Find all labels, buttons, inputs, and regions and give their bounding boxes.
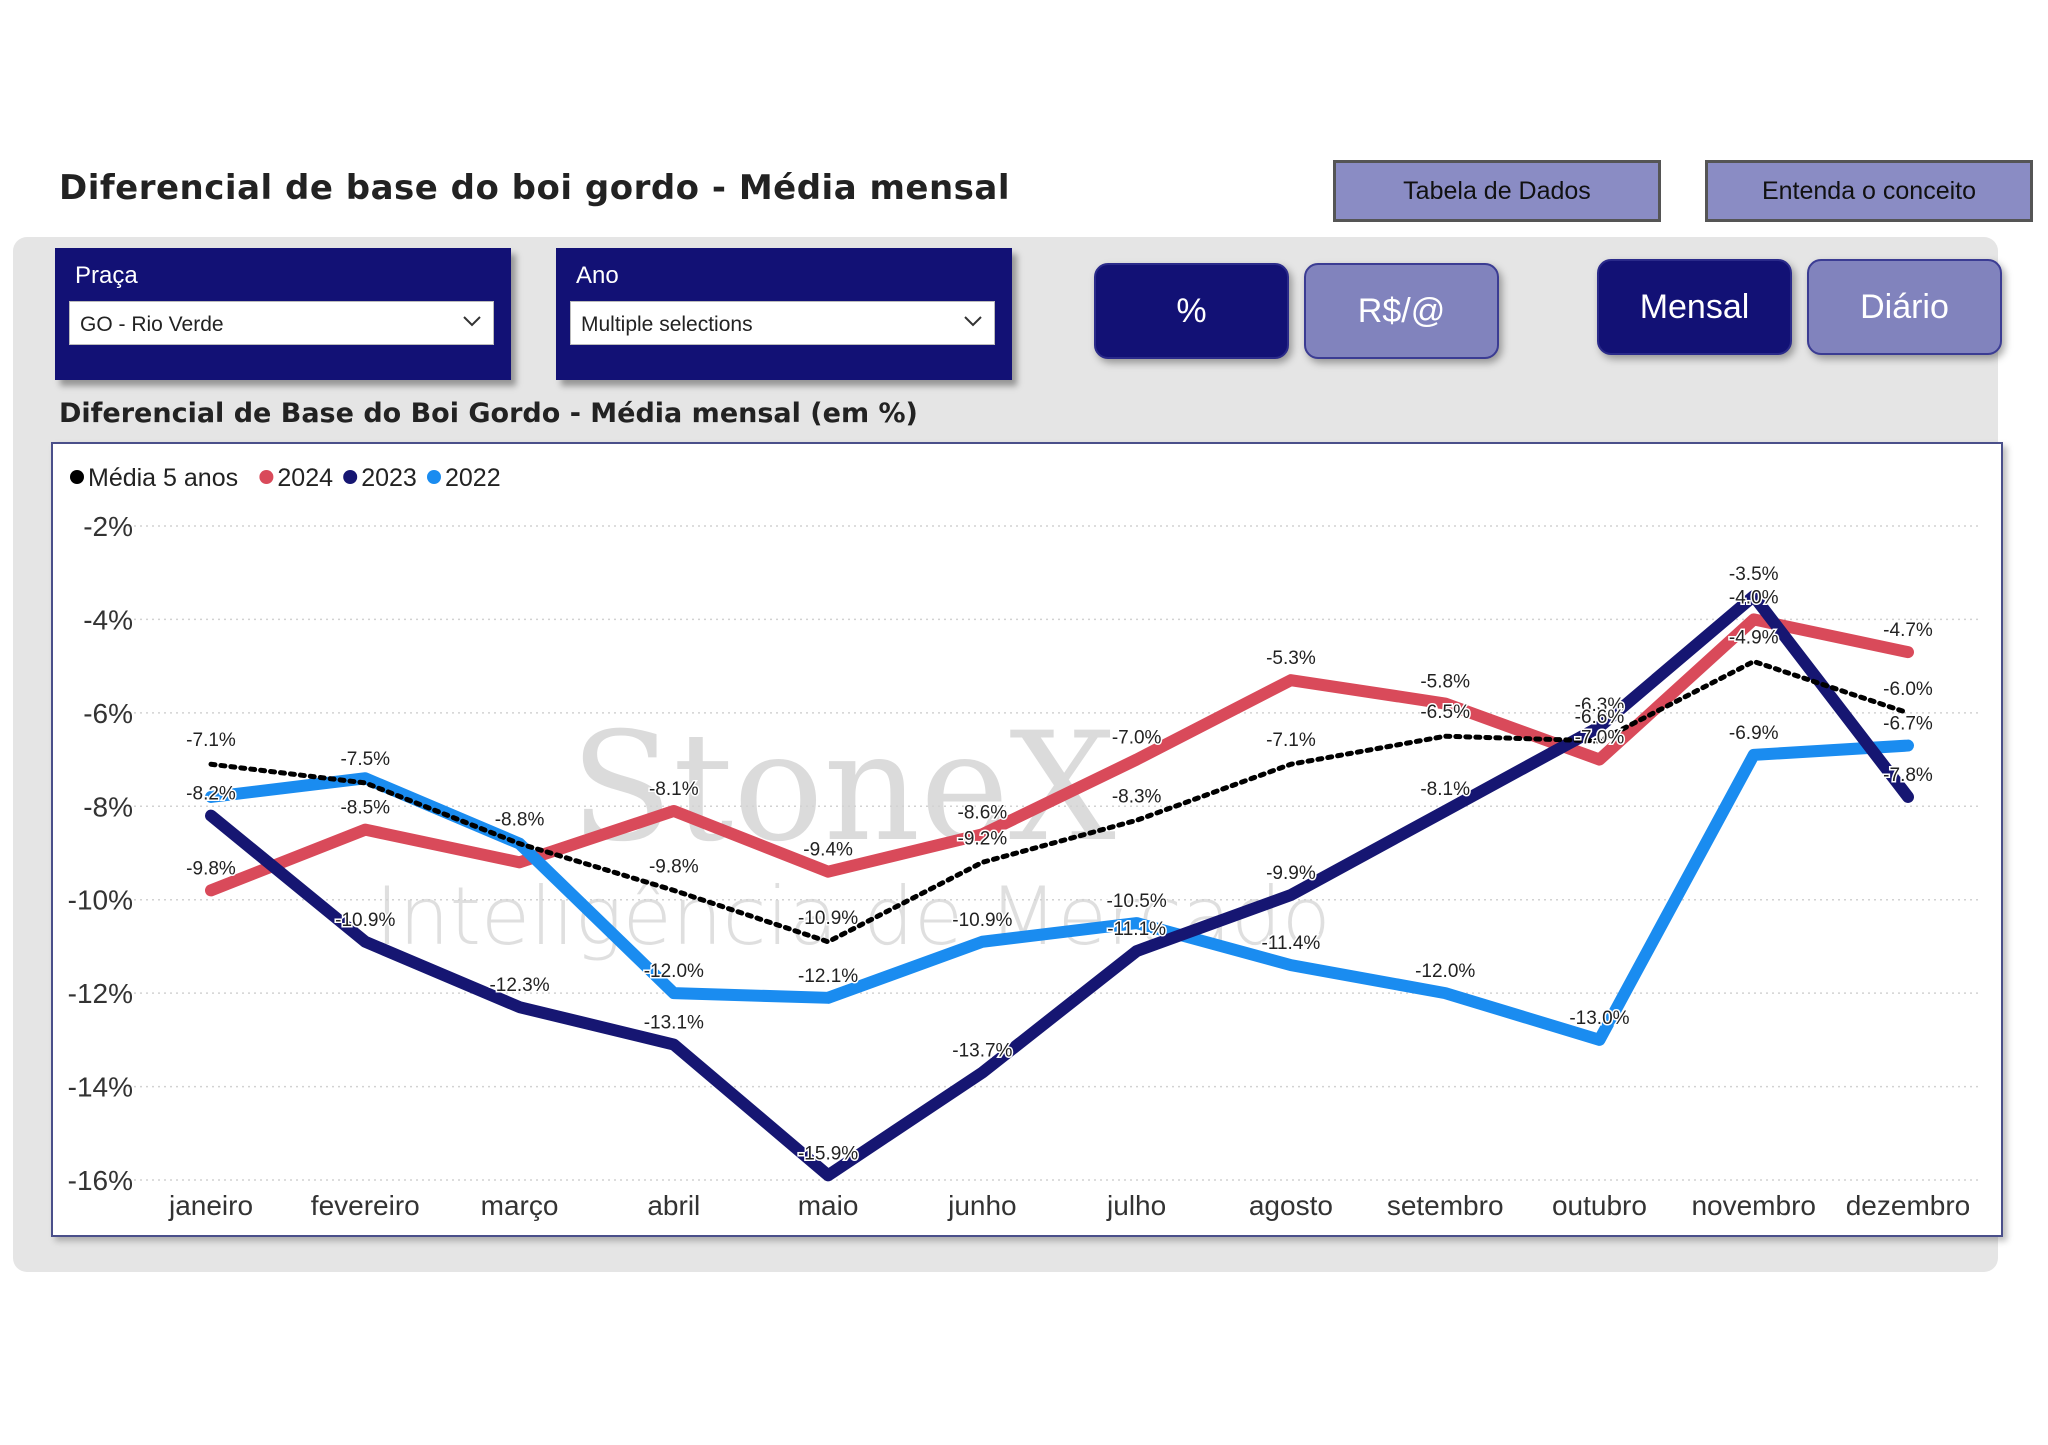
data-label-2023: -13.1%: [644, 1013, 704, 1034]
data-label-2023: -8.1%: [1420, 779, 1470, 800]
series-line-m-dia-5-anos: [208, 658, 1911, 945]
data-label-2022: -11.4%: [1262, 933, 1321, 954]
data-label-m-dia-5-anos: -8.8%: [495, 810, 545, 831]
data-label-2024: -5.8%: [1420, 672, 1470, 693]
data-label-2022: -12.1%: [798, 966, 858, 987]
data-label-2023: -11.1%: [1107, 919, 1166, 940]
data-label-m-dia-5-anos: -6.5%: [1420, 702, 1470, 723]
data-label-m-dia-5-anos: -7.1%: [186, 730, 236, 751]
chevron-down-icon: [964, 316, 982, 327]
data-label-2023: -9.9%: [1266, 863, 1316, 884]
data-label-2022: -6.9%: [1729, 723, 1779, 744]
data-label-2023: -7.8%: [1883, 765, 1933, 786]
y-tick-label: -4%: [83, 604, 133, 635]
series-line-2024: [205, 613, 1914, 897]
diario-toggle[interactable]: Diário: [1807, 259, 2002, 355]
series-line-2023: [205, 590, 1914, 1182]
x-tick-label: outubro: [1552, 1190, 1647, 1221]
watermark-brand: StoneX: [570, 701, 1116, 875]
praca-dropdown[interactable]: GO - Rio Verde: [69, 301, 494, 345]
x-tick-label: março: [481, 1190, 559, 1221]
data-label-2023: -13.7%: [952, 1041, 1012, 1062]
data-label-2023: -12.3%: [489, 975, 549, 996]
y-tick-label: -14%: [68, 1072, 133, 1103]
watermark-tagline: Inteligência de Mercado: [375, 870, 1330, 963]
data-label-2023: -6.3%: [1575, 695, 1625, 716]
ano-dropdown-value: Multiple selections: [581, 313, 753, 336]
legend-label: Média 5 anos: [88, 464, 238, 492]
data-label-2023: -8.2%: [186, 784, 236, 805]
x-tick-label: dezembro: [1846, 1190, 1971, 1221]
ano-slicer[interactable]: Ano Multiple selections: [556, 248, 1012, 380]
data-label-2024: -9.4%: [803, 840, 853, 861]
x-tick-label: maio: [798, 1190, 859, 1221]
data-label-2022: -6.7%: [1883, 714, 1933, 735]
praca-slicer-label: Praça: [75, 262, 138, 289]
y-tick-label: -16%: [68, 1165, 133, 1196]
data-label-m-dia-5-anos: -7.5%: [340, 749, 390, 770]
legend-marker: [259, 470, 274, 484]
x-tick-label: novembro: [1691, 1190, 1816, 1221]
concept-button[interactable]: Entenda o conceito: [1705, 160, 2033, 222]
x-tick-label: agosto: [1249, 1190, 1333, 1221]
reais-toggle[interactable]: R$/@: [1304, 263, 1499, 359]
data-label-2024: -7.0%: [1112, 728, 1162, 749]
percent-toggle[interactable]: %: [1094, 263, 1289, 359]
data-label-m-dia-5-anos: -6.6%: [1575, 707, 1625, 728]
data-label-2023: -10.9%: [335, 910, 395, 931]
data-label-m-dia-5-anos: -9.2%: [958, 828, 1008, 849]
legend-label: 2023: [361, 464, 417, 492]
ano-dropdown[interactable]: Multiple selections: [570, 301, 995, 345]
data-label-m-dia-5-anos: -8.3%: [1112, 786, 1162, 807]
data-label-2023: -3.5%: [1729, 564, 1779, 585]
y-tick-label: -10%: [68, 885, 133, 916]
data-label-m-dia-5-anos: -9.8%: [649, 856, 699, 877]
data-label-2024: -8.1%: [649, 779, 699, 800]
data-label-2024: -4.0%: [1729, 587, 1779, 608]
data-label-2024: -7.0%: [1575, 728, 1625, 749]
chart-title: Diferencial de Base do Boi Gordo - Média…: [59, 398, 918, 429]
y-tick-label: -8%: [83, 791, 133, 822]
data-label-m-dia-5-anos: -10.9%: [798, 908, 858, 929]
data-label-m-dia-5-anos: -4.9%: [1729, 627, 1779, 648]
data-table-button[interactable]: Tabela de Dados: [1333, 160, 1661, 222]
data-label-2024: -9.8%: [186, 858, 236, 879]
legend-label: 2024: [277, 464, 333, 492]
ano-slicer-label: Ano: [576, 262, 619, 289]
x-tick-label: abril: [647, 1190, 700, 1221]
legend-marker: [70, 470, 84, 484]
data-label-2024: -5.3%: [1266, 648, 1316, 669]
data-label-2022: -13.0%: [1569, 1008, 1629, 1029]
data-label-2022: -12.0%: [1415, 961, 1475, 982]
y-tick-label: -6%: [83, 698, 133, 729]
chart-frame: StoneX Inteligência de Mercado -2% -4% -6% -8…: [51, 442, 2003, 1237]
data-label-2024: -8.6%: [958, 802, 1008, 823]
chevron-down-icon: [463, 316, 481, 327]
data-label-m-dia-5-anos: -7.1%: [1266, 730, 1316, 751]
legend-marker: [343, 470, 358, 484]
praca-dropdown-value: GO - Rio Verde: [80, 313, 224, 336]
data-label-2024: -8.5%: [340, 798, 390, 819]
data-label-2023: -15.9%: [798, 1143, 858, 1164]
data-label-2024: -4.7%: [1883, 620, 1933, 641]
page-title: Diferencial de base do boi gordo - Média…: [59, 168, 1011, 208]
data-label-2022: -12.0%: [644, 961, 704, 982]
x-tick-label: janeiro: [168, 1190, 253, 1221]
x-tick-label: fevereiro: [311, 1190, 420, 1221]
data-label-2022: -10.5%: [1107, 891, 1167, 912]
mensal-toggle[interactable]: Mensal: [1597, 259, 1792, 355]
legend-label: 2022: [445, 464, 501, 492]
data-label-m-dia-5-anos: -6.0%: [1883, 679, 1933, 700]
praca-slicer[interactable]: Praça GO - Rio Verde: [55, 248, 511, 380]
y-tick-label: -12%: [68, 978, 133, 1009]
x-tick-label: julho: [1106, 1190, 1166, 1221]
legend-marker: [427, 470, 441, 484]
x-tick-label: setembro: [1387, 1190, 1504, 1221]
data-label-2022: -10.9%: [952, 910, 1012, 931]
y-tick-label: -2%: [83, 511, 133, 542]
x-tick-label: junho: [947, 1190, 1017, 1221]
